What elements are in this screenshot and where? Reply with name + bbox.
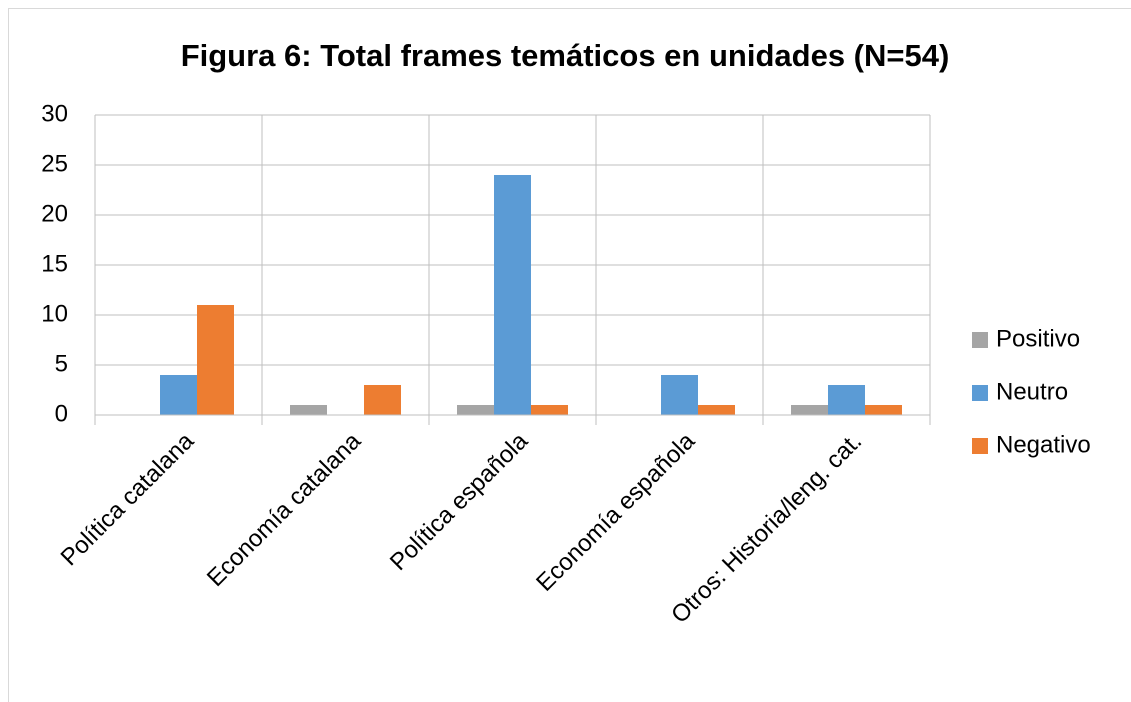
x-tick-label: Otros: Historia/leng. cat. bbox=[666, 428, 867, 629]
y-tick-label: 25 bbox=[41, 150, 68, 177]
bar bbox=[698, 405, 735, 415]
legend-label: Neutro bbox=[996, 378, 1068, 405]
y-tick-label: 30 bbox=[41, 100, 68, 127]
bar bbox=[828, 385, 865, 415]
x-tick-label: Economía catalana bbox=[202, 427, 367, 592]
bar bbox=[531, 405, 568, 415]
bar bbox=[494, 175, 531, 415]
bar bbox=[160, 375, 197, 415]
y-tick-label: 15 bbox=[41, 250, 68, 277]
legend-label: Positivo bbox=[996, 325, 1080, 352]
bar bbox=[290, 405, 327, 415]
legend-swatch bbox=[972, 438, 988, 454]
x-tick-label: Política española bbox=[385, 427, 534, 576]
legend-swatch bbox=[972, 385, 988, 401]
legend-swatch bbox=[972, 332, 988, 348]
chart-title: Figura 6: Total frames temáticos en unid… bbox=[181, 38, 950, 73]
bar bbox=[197, 305, 234, 415]
bar bbox=[791, 405, 828, 415]
x-tick-label: Política catalana bbox=[56, 427, 200, 571]
x-tick-label: Economía española bbox=[531, 427, 701, 597]
bar bbox=[364, 385, 401, 415]
bar bbox=[661, 375, 698, 415]
y-tick-label: 0 bbox=[55, 400, 68, 427]
y-tick-label: 10 bbox=[41, 300, 68, 327]
chart-border bbox=[8, 8, 1131, 702]
y-tick-label: 20 bbox=[41, 200, 68, 227]
y-tick-label: 5 bbox=[55, 350, 68, 377]
bar bbox=[457, 405, 494, 415]
legend-label: Negativo bbox=[996, 431, 1091, 458]
bar bbox=[865, 405, 902, 415]
